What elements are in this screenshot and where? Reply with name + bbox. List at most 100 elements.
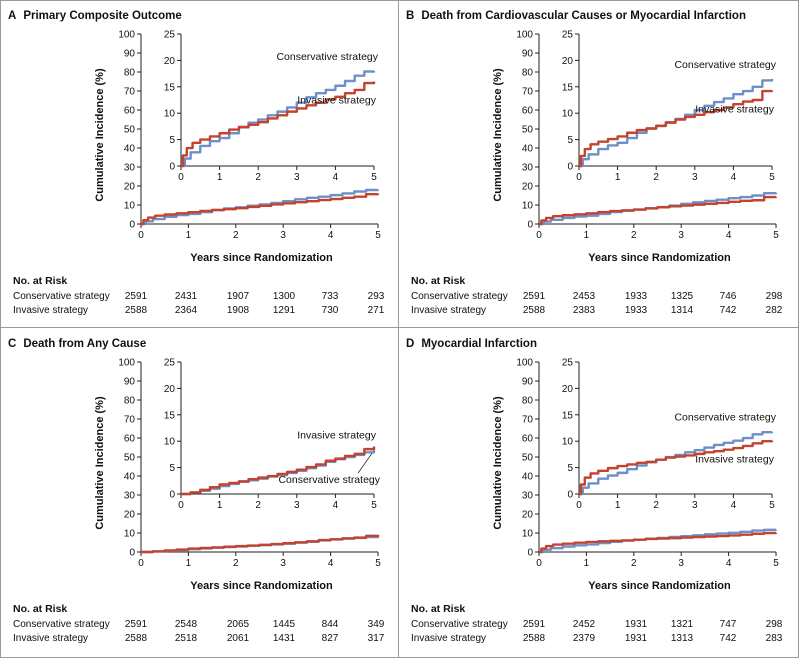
risk-value-conservative: 298 (766, 619, 783, 630)
main-y-tick-label: 100 (118, 358, 135, 369)
main-x-tick-label: 4 (726, 230, 732, 241)
panel-letter: D (406, 338, 414, 350)
inset-x-tick-label: 4 (731, 172, 737, 183)
main-y-tick-label: 60 (522, 434, 534, 445)
panel-c: C Death from Any Cause0102030405060708090… (8, 338, 385, 644)
risk-value-invasive: 1931 (625, 633, 648, 644)
main-x-tick-label: 3 (678, 558, 684, 569)
y-axis-title: Cumulative Incidence (%) (492, 68, 504, 202)
risk-value-conservative: 1933 (625, 291, 648, 302)
inset-y-tick-label: 20 (562, 384, 574, 395)
label-pointer (357, 452, 373, 474)
inset-y-tick-label: 15 (164, 82, 176, 93)
main-x-tick-label: 5 (773, 558, 779, 569)
main-x-tick-label: 1 (584, 558, 590, 569)
inset-x-tick-label: 5 (769, 172, 775, 183)
inset-x-tick-label: 5 (371, 500, 377, 511)
risk-value-conservative: 2431 (175, 291, 198, 302)
inset-y-tick-label: 5 (567, 463, 573, 474)
risk-row-label-invasive: Invasive strategy (13, 633, 88, 644)
risk-value-invasive: 2383 (573, 305, 596, 316)
main-x-tick-label: 4 (328, 230, 334, 241)
x-axis-title: Years since Randomization (588, 252, 731, 264)
main-series-invasive (141, 534, 380, 554)
risk-row-label-conservative: Conservative strategy (13, 619, 110, 630)
risk-value-invasive: 2364 (175, 305, 198, 316)
inset-x-tick-label: 1 (615, 500, 621, 511)
main-y-tick-label: 50 (522, 453, 534, 464)
main-y-tick-label: 100 (516, 30, 533, 41)
inset-y-tick-label: 0 (169, 162, 175, 173)
inset-y-tick-label: 0 (567, 490, 573, 501)
label-conservative: Conservative strategy (278, 474, 380, 486)
risk-value-invasive: 1431 (273, 633, 296, 644)
main-x-tick-label: 1 (186, 558, 192, 569)
main-y-tick-label: 0 (527, 220, 533, 231)
inset-y-tick-label: 20 (164, 384, 176, 395)
main-y-tick-label: 30 (522, 163, 534, 174)
risk-row-label-conservative: Conservative strategy (411, 619, 508, 630)
panel-title: D Myocardial Infarction (406, 338, 537, 350)
risk-value-conservative: 2548 (175, 619, 198, 630)
y-axis-title: Cumulative Incidence (%) (492, 396, 504, 530)
risk-value-conservative: 349 (368, 619, 385, 630)
main-y-tick-label: 100 (516, 358, 533, 369)
main-x-tick-label: 0 (138, 230, 144, 241)
main-y-tick-label: 50 (124, 453, 136, 464)
main-y-tick-label: 80 (522, 396, 534, 407)
main-series-invasive (141, 192, 380, 226)
main-y-tick-label: 70 (124, 87, 136, 98)
main-x-tick-label: 4 (726, 558, 732, 569)
main-x-tick-label: 3 (280, 230, 286, 241)
risk-value-invasive: 1313 (671, 633, 694, 644)
main-x-tick-label: 0 (536, 230, 542, 241)
risk-value-conservative: 1931 (625, 619, 648, 630)
inset-y-tick-label: 20 (562, 56, 574, 67)
inset-y-tick-label: 5 (169, 463, 175, 474)
main-x-tick-label: 5 (375, 230, 381, 241)
main-y-tick-label: 40 (124, 144, 136, 155)
inset-y-tick-label: 25 (164, 30, 176, 41)
risk-value-invasive: 2518 (175, 633, 198, 644)
main-y-tick-label: 40 (124, 472, 136, 483)
risk-value-invasive: 1314 (671, 305, 694, 316)
main-y-tick-label: 50 (124, 125, 136, 136)
main-y-tick-label: 10 (124, 201, 136, 212)
panel-title-text: Myocardial Infarction (421, 338, 537, 350)
risk-value-invasive: 730 (322, 305, 339, 316)
panel-letter: C (8, 338, 16, 350)
risk-value-conservative: 844 (322, 619, 339, 630)
main-y-tick-label: 80 (124, 396, 136, 407)
risk-value-conservative: 733 (322, 291, 339, 302)
risk-row-label-conservative: Conservative strategy (13, 291, 110, 302)
risk-value-conservative: 2452 (573, 619, 596, 630)
risk-value-conservative: 1300 (273, 291, 296, 302)
risk-value-invasive: 271 (368, 305, 385, 316)
inset-x-tick-label: 0 (178, 172, 184, 183)
main-y-tick-label: 30 (124, 491, 136, 502)
main-y-tick-label: 90 (522, 377, 534, 388)
main-y-tick-label: 0 (527, 548, 533, 559)
main-x-tick-label: 1 (186, 230, 192, 241)
inset-y-tick-label: 25 (562, 358, 574, 369)
inset-y-tick-label: 15 (562, 82, 574, 93)
main-x-tick-label: 4 (328, 558, 334, 569)
risk-value-invasive: 2588 (523, 305, 546, 316)
inset-series-invasive (181, 81, 376, 168)
risk-value-invasive: 1908 (227, 305, 250, 316)
risk-value-invasive: 2588 (125, 305, 148, 316)
y-axis-title: Cumulative Incidence (%) (94, 68, 106, 202)
main-y-tick-label: 70 (124, 415, 136, 426)
inset-y-tick-label: 15 (164, 410, 176, 421)
risk-value-invasive: 827 (322, 633, 339, 644)
inset-x-tick-label: 0 (576, 172, 582, 183)
main-y-tick-label: 20 (124, 510, 136, 521)
inset-y-tick-label: 10 (562, 437, 574, 448)
panel-title-text: Death from Cardiovascular Causes or Myoc… (421, 10, 746, 22)
main-series-invasive (539, 195, 778, 226)
inset-series-invasive (579, 440, 774, 496)
risk-value-invasive: 2061 (227, 633, 250, 644)
inset-y-tick-label: 10 (164, 109, 176, 120)
inset-y-tick-label: 25 (164, 358, 176, 369)
